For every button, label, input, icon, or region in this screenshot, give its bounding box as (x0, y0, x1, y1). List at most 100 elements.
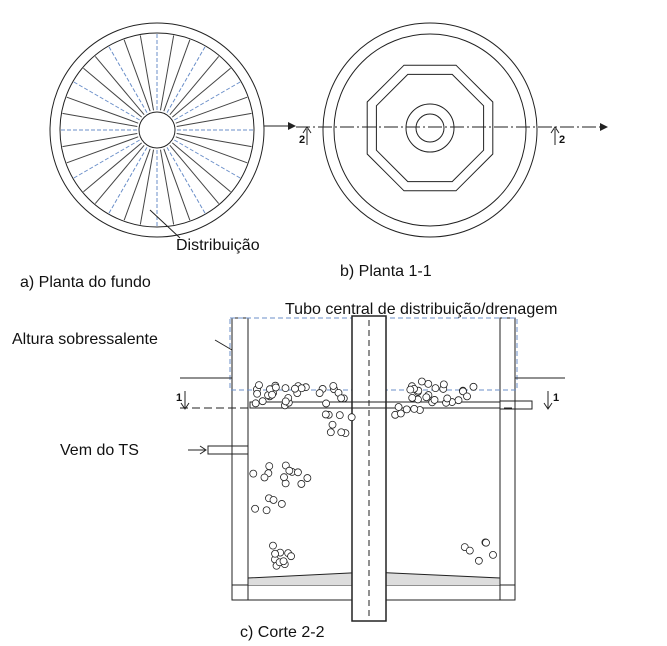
caption-c: c) Corte 2-2 (240, 624, 325, 641)
stone (431, 396, 438, 403)
stone (278, 500, 285, 507)
caption-b: b) Planta 1-1 (340, 263, 432, 280)
stone (288, 553, 295, 560)
stone (272, 384, 279, 391)
stone (423, 394, 430, 401)
stone (252, 505, 259, 512)
outer-wall (323, 23, 537, 237)
spoke (140, 35, 153, 110)
stone (466, 547, 473, 554)
stone (261, 474, 268, 481)
stone (470, 383, 477, 390)
stone (336, 412, 343, 419)
leader (150, 210, 180, 238)
caption-a: a) Planta do fundo (20, 274, 151, 291)
stone (282, 385, 289, 392)
stone (291, 385, 298, 392)
stone (255, 382, 262, 389)
stone (407, 386, 414, 393)
stone (418, 378, 425, 385)
stone (464, 393, 471, 400)
spoke (160, 35, 173, 110)
section-mark: 1 (553, 392, 559, 404)
stone (348, 414, 355, 421)
inlet-pipe (208, 446, 248, 454)
spoke (67, 137, 138, 163)
stone (329, 421, 336, 428)
stone (411, 405, 418, 412)
stone (316, 390, 323, 397)
section-arrow (181, 391, 189, 409)
stone (280, 558, 287, 565)
spoke (62, 113, 137, 126)
plan-a (50, 23, 296, 238)
stone (483, 539, 490, 546)
spoke (160, 150, 173, 225)
stone (263, 507, 270, 514)
inlet-label: Vem do TS (60, 442, 139, 459)
diagram: Distribuição a) Planta do fundo 2 2 b) P… (0, 0, 667, 646)
stone (444, 395, 451, 402)
center-tube (406, 104, 454, 152)
stone (250, 470, 257, 477)
octagon-pipe-inner (376, 74, 483, 181)
section-c (180, 316, 565, 621)
tube-label: Tubo central de distribuição/drenagem (285, 301, 557, 318)
stone (281, 474, 288, 481)
stone (269, 391, 276, 398)
stone (475, 557, 482, 564)
stone (298, 385, 305, 392)
stone (432, 385, 439, 392)
stone (425, 380, 432, 387)
stone (395, 404, 402, 411)
section-mark: 1 (176, 392, 182, 404)
left-wall (232, 318, 248, 600)
stone (323, 400, 330, 407)
right-wall (500, 318, 515, 600)
section-arrow (544, 391, 552, 409)
inlet-arrow (188, 446, 206, 454)
stone (298, 480, 305, 487)
stone (294, 469, 301, 476)
stone (272, 550, 279, 557)
stone (252, 400, 259, 407)
stone (409, 394, 416, 401)
distribution-label: Distribuição (176, 237, 260, 254)
stone (490, 551, 497, 558)
stone (304, 475, 311, 482)
inner-wall (60, 33, 254, 227)
spoke (62, 133, 137, 146)
stone (330, 382, 337, 389)
stone (403, 406, 410, 413)
arrowhead (600, 123, 608, 131)
stone (338, 395, 345, 402)
stone (259, 398, 266, 405)
stone (286, 467, 293, 474)
center-tube (139, 112, 175, 148)
center-tube-inner (416, 114, 444, 142)
spoke (67, 97, 138, 123)
stone (440, 381, 447, 388)
section-arrow (551, 127, 559, 145)
stone (269, 542, 276, 549)
spoke (177, 113, 252, 126)
spoke (176, 97, 247, 123)
spoke (164, 40, 190, 111)
spoke (140, 150, 153, 225)
leader (215, 340, 232, 350)
distribution-pipes (61, 34, 253, 226)
stone (282, 398, 289, 405)
spoke (177, 133, 252, 146)
inner-wall (334, 34, 526, 226)
stone (254, 390, 261, 397)
spoke (164, 149, 190, 220)
spoke (124, 149, 150, 220)
stone (455, 397, 462, 404)
stone (322, 411, 329, 418)
stone (270, 496, 277, 503)
octagon-pipe (367, 65, 493, 191)
section-mark: 2 (299, 134, 305, 146)
section-mark: 2 (559, 134, 565, 146)
stone (266, 463, 273, 470)
stone (327, 429, 334, 436)
